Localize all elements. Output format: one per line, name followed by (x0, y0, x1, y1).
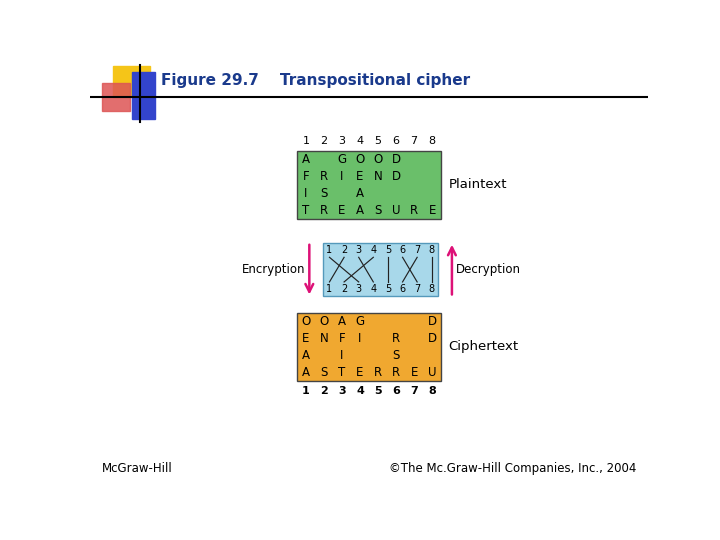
Bar (297, 151, 441, 219)
Text: R: R (320, 170, 328, 183)
Text: N: N (374, 170, 382, 183)
Text: 1: 1 (302, 136, 310, 146)
Text: A: A (356, 187, 364, 200)
Text: 2: 2 (341, 245, 347, 255)
Bar (132, 72, 155, 119)
Text: Plaintext: Plaintext (449, 178, 507, 191)
Text: Decryption: Decryption (456, 263, 521, 276)
Text: 4: 4 (356, 386, 364, 396)
Text: 3: 3 (356, 245, 361, 255)
Text: E: E (302, 332, 310, 345)
Text: I: I (341, 170, 343, 183)
Text: 4: 4 (356, 136, 364, 146)
Text: 5: 5 (384, 284, 391, 294)
Text: Figure 29.7    Transpositional cipher: Figure 29.7 Transpositional cipher (161, 73, 470, 89)
Text: I: I (304, 187, 307, 200)
Text: 2: 2 (320, 386, 328, 396)
Text: R: R (374, 366, 382, 379)
Text: R: R (320, 204, 328, 217)
Text: 8: 8 (428, 386, 436, 396)
Text: E: E (356, 366, 364, 379)
Text: G: G (356, 315, 364, 328)
Text: 1: 1 (302, 386, 310, 396)
Text: O: O (374, 153, 382, 166)
Text: 4: 4 (370, 284, 377, 294)
Text: R: R (392, 332, 400, 345)
Bar (323, 244, 438, 296)
Text: A: A (356, 204, 364, 217)
Text: 5: 5 (374, 386, 382, 396)
Text: 6: 6 (392, 136, 400, 146)
Text: D: D (428, 332, 437, 345)
Text: U: U (392, 204, 400, 217)
Text: 7: 7 (410, 136, 418, 146)
Bar (102, 83, 130, 111)
Text: A: A (302, 366, 310, 379)
Bar (113, 66, 150, 97)
Text: R: R (410, 204, 418, 217)
Text: 7: 7 (410, 386, 418, 396)
Text: E: E (356, 170, 364, 183)
Text: A: A (338, 315, 346, 328)
Text: T: T (338, 366, 346, 379)
Bar (297, 313, 441, 381)
Text: 3: 3 (338, 386, 346, 396)
Text: I: I (341, 349, 343, 362)
Text: A: A (302, 349, 310, 362)
Text: G: G (338, 153, 346, 166)
Text: 6: 6 (392, 386, 400, 396)
Text: 2: 2 (341, 284, 347, 294)
Text: 6: 6 (400, 245, 405, 255)
Text: 7: 7 (414, 245, 420, 255)
Text: E: E (428, 204, 436, 217)
Text: O: O (356, 153, 364, 166)
Text: 8: 8 (428, 245, 435, 255)
Text: 8: 8 (428, 136, 436, 146)
Text: N: N (320, 332, 328, 345)
Text: 3: 3 (356, 284, 361, 294)
Text: E: E (338, 204, 346, 217)
Text: 7: 7 (414, 284, 420, 294)
Text: F: F (302, 170, 309, 183)
Text: E: E (410, 366, 418, 379)
Text: S: S (374, 204, 382, 217)
Text: I: I (359, 332, 361, 345)
Text: McGraw-Hill: McGraw-Hill (102, 462, 172, 475)
Text: U: U (428, 366, 436, 379)
Text: 1: 1 (326, 284, 333, 294)
Text: 5: 5 (384, 245, 391, 255)
Text: O: O (319, 315, 328, 328)
Text: S: S (320, 366, 328, 379)
Text: Ciphertext: Ciphertext (449, 340, 518, 353)
Text: S: S (392, 349, 400, 362)
Text: 1: 1 (326, 245, 333, 255)
Text: ©The Mc.Graw-Hill Companies, Inc., 2004: ©The Mc.Graw-Hill Companies, Inc., 2004 (389, 462, 636, 475)
Text: 4: 4 (370, 245, 377, 255)
Text: F: F (338, 332, 346, 345)
Text: 5: 5 (374, 136, 382, 146)
Text: 6: 6 (400, 284, 405, 294)
Text: Encryption: Encryption (242, 263, 305, 276)
Text: R: R (392, 366, 400, 379)
Text: 8: 8 (428, 284, 435, 294)
Text: 3: 3 (338, 136, 346, 146)
Text: D: D (392, 170, 400, 183)
Text: T: T (302, 204, 310, 217)
Text: 2: 2 (320, 136, 328, 146)
Text: S: S (320, 187, 328, 200)
Text: O: O (301, 315, 310, 328)
Text: D: D (428, 315, 437, 328)
Text: D: D (392, 153, 400, 166)
Text: A: A (302, 153, 310, 166)
